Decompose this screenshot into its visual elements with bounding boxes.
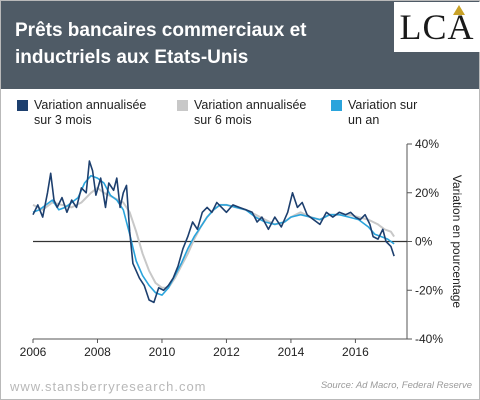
x-tick-label: 2014 <box>278 345 305 359</box>
series-line-6m <box>32 186 395 289</box>
chart-legend: Variation annualisée sur 3 mois Variatio… <box>0 98 480 138</box>
y-tick-label: -20% <box>415 283 443 297</box>
series-line-1y <box>32 174 395 296</box>
chart-title: Prêts bancaires commerciaux et inductrie… <box>15 20 307 68</box>
legend-swatch-1y <box>331 100 342 111</box>
legend-swatch-3m <box>17 100 28 111</box>
series-line-3m <box>32 160 395 304</box>
x-tick-label: 2008 <box>84 345 111 359</box>
logo-accent-icon <box>453 5 465 15</box>
watermark: www.stansberryresearch.com <box>10 379 207 394</box>
legend-swatch-6m <box>177 100 188 111</box>
y-tick-label: 20% <box>415 186 439 200</box>
y-tick-label: 40% <box>415 137 439 151</box>
line-chart: 40% 20% 0% -20% -40% 2006 2008 2010 2012 2014 2016… <box>20 137 464 359</box>
legend-label-1y: Variation sur un an <box>348 98 418 127</box>
title-banner: Prêts bancaires commerciaux et inductrie… <box>1 1 480 89</box>
x-tick-label: 2006 <box>20 345 47 359</box>
x-tick-label: 2016 <box>342 345 369 359</box>
logo-text: LCA <box>399 7 475 47</box>
y-tick-label: -40% <box>415 332 443 346</box>
y-tick-label: 0% <box>415 235 433 249</box>
y-axis-label: Variation en pourcentage <box>450 175 464 309</box>
source-note: Source: Ad Macro, Federal Reserve <box>320 380 472 391</box>
lca-logo: LCA <box>394 2 480 52</box>
legend-label-6m: Variation annualisée sur 6 mois <box>194 98 307 127</box>
legend-label-3m: Variation annualisée sur 3 mois <box>34 98 147 127</box>
x-tick-label: 2010 <box>149 345 176 359</box>
x-tick-label: 2012 <box>213 345 240 359</box>
